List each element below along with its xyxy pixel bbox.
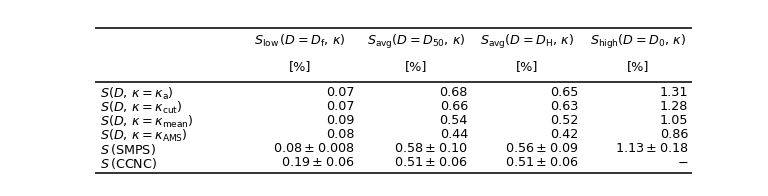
Text: 0.42: 0.42 bbox=[550, 128, 578, 141]
Text: $0.51\pm0.06$: $0.51\pm0.06$ bbox=[395, 156, 468, 169]
Text: 0.54: 0.54 bbox=[439, 114, 468, 127]
Text: 0.86: 0.86 bbox=[660, 128, 688, 141]
Text: $0.58\pm0.10$: $0.58\pm0.10$ bbox=[395, 142, 468, 155]
Text: $S\,(\mathrm{CCNC})$: $S\,(\mathrm{CCNC})$ bbox=[100, 156, 157, 171]
Text: 0.63: 0.63 bbox=[550, 100, 578, 113]
Text: $S_{\mathrm{high}}(D=D_0,\,\kappa)$: $S_{\mathrm{high}}(D=D_0,\,\kappa)$ bbox=[590, 33, 686, 51]
Text: [%]: [%] bbox=[405, 61, 427, 74]
Text: [%]: [%] bbox=[627, 61, 649, 74]
Text: $S_{\mathrm{avg}}(D=D_{\mathrm{H}},\,\kappa)$: $S_{\mathrm{avg}}(D=D_{\mathrm{H}},\,\ka… bbox=[481, 33, 574, 51]
Text: 0.08: 0.08 bbox=[326, 128, 355, 141]
Text: $S(D,\,\kappa=\kappa_{\mathrm{a}})$: $S(D,\,\kappa=\kappa_{\mathrm{a}})$ bbox=[100, 86, 174, 102]
Text: $-$: $-$ bbox=[677, 156, 688, 169]
Text: $S_{\mathrm{low}}\,(D=D_{\mathrm{f}},\,\kappa)$: $S_{\mathrm{low}}\,(D=D_{\mathrm{f}},\,\… bbox=[254, 33, 346, 49]
Text: 0.68: 0.68 bbox=[439, 86, 468, 99]
Text: 1.28: 1.28 bbox=[660, 100, 688, 113]
Text: 0.44: 0.44 bbox=[440, 128, 468, 141]
Text: 1.31: 1.31 bbox=[660, 86, 688, 99]
Text: $0.56\pm0.09$: $0.56\pm0.09$ bbox=[505, 142, 578, 155]
Text: [%]: [%] bbox=[516, 61, 538, 74]
Text: $S_{\mathrm{avg}}(D=D_{50},\,\kappa)$: $S_{\mathrm{avg}}(D=D_{50},\,\kappa)$ bbox=[366, 33, 465, 51]
Text: $0.19\pm0.06$: $0.19\pm0.06$ bbox=[281, 156, 355, 169]
Text: $1.13\pm0.18$: $1.13\pm0.18$ bbox=[614, 142, 688, 155]
Text: $0.08\pm0.008$: $0.08\pm0.008$ bbox=[273, 142, 355, 155]
Text: [%]: [%] bbox=[289, 61, 311, 74]
Text: 0.66: 0.66 bbox=[440, 100, 468, 113]
Text: 0.09: 0.09 bbox=[326, 114, 355, 127]
Text: $S(D,\,\kappa=\kappa_{\mathrm{AMS}})$: $S(D,\,\kappa=\kappa_{\mathrm{AMS}})$ bbox=[100, 128, 188, 144]
Text: 0.07: 0.07 bbox=[326, 86, 355, 99]
Text: 0.52: 0.52 bbox=[550, 114, 578, 127]
Text: 0.65: 0.65 bbox=[550, 86, 578, 99]
Text: 0.07: 0.07 bbox=[326, 100, 355, 113]
Text: $S(D,\,\kappa=\kappa_{\mathrm{mean}})$: $S(D,\,\kappa=\kappa_{\mathrm{mean}})$ bbox=[100, 114, 194, 130]
Text: $0.51\pm0.06$: $0.51\pm0.06$ bbox=[505, 156, 578, 169]
Text: $S\,(\mathrm{SMPS})$: $S\,(\mathrm{SMPS})$ bbox=[100, 142, 156, 157]
Text: $S(D,\,\kappa=\kappa_{\mathrm{cut}})$: $S(D,\,\kappa=\kappa_{\mathrm{cut}})$ bbox=[100, 100, 183, 116]
Text: 1.05: 1.05 bbox=[660, 114, 688, 127]
